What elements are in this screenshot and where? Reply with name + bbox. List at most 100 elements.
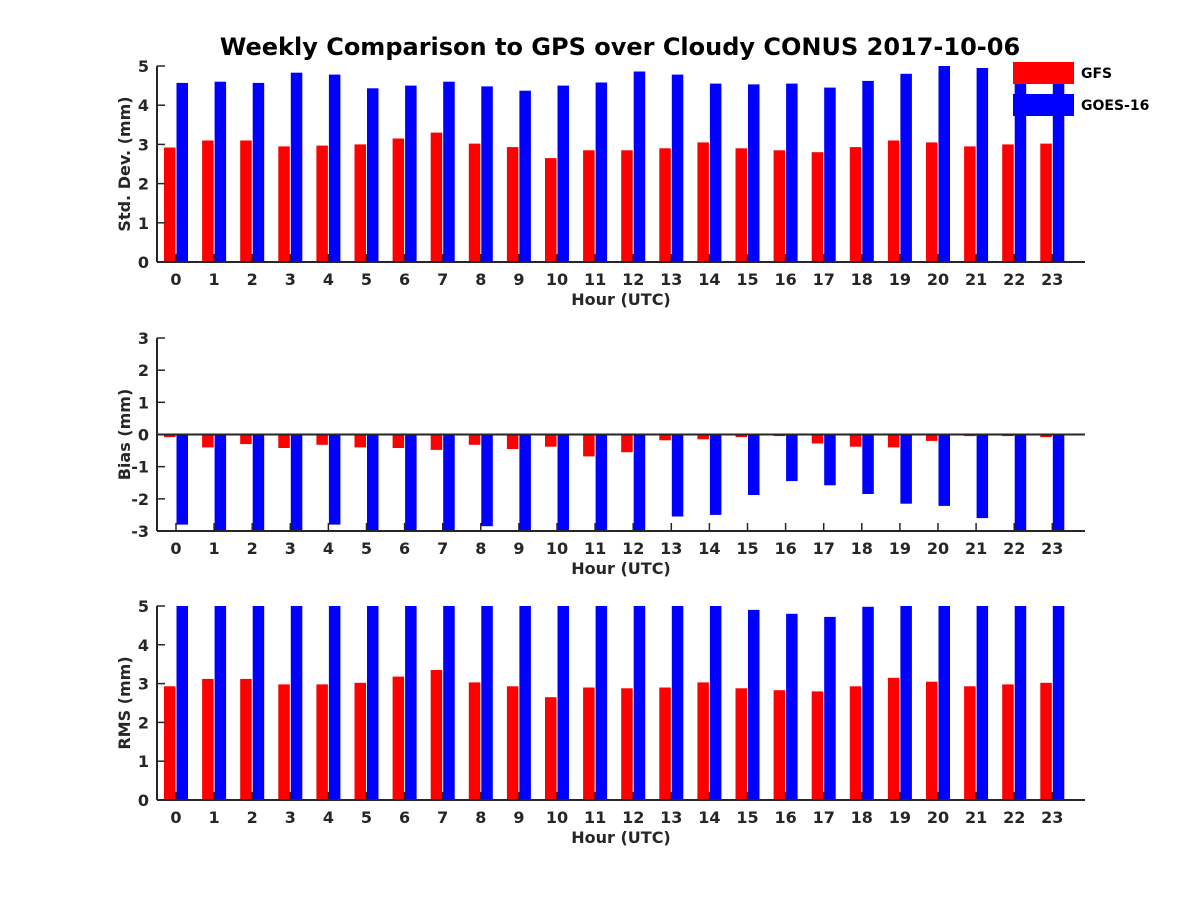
x-tick-label: 9 [513, 539, 524, 558]
bar-gfs-21 [964, 146, 976, 262]
bar-goes-16-13 [671, 606, 684, 800]
chart-title: Weekly Comparison to GPS over Cloudy CON… [220, 33, 1020, 61]
x-tick-label: 2 [247, 808, 258, 827]
bar-goes-16-7 [443, 81, 455, 262]
x-tick-label: 13 [660, 539, 682, 558]
x-tick-label: 1 [209, 270, 220, 289]
x-tick-label: 23 [1041, 270, 1063, 289]
x-tick-label: 8 [475, 808, 486, 827]
bar-goes-16-19 [900, 606, 912, 800]
bar-gfs-7 [430, 434, 443, 450]
x-tick-label: 15 [736, 270, 758, 289]
bar-goes-16-1 [214, 606, 227, 800]
x-tick-label: 9 [513, 808, 524, 827]
bar-gfs-13 [659, 434, 671, 441]
bar-goes-16-5 [367, 606, 379, 800]
y-tick-label: 0 [138, 791, 149, 810]
bar-gfs-11 [583, 150, 595, 262]
bar-gfs-19 [887, 677, 900, 800]
x-tick-label: 10 [546, 270, 568, 289]
x-tick-label: 5 [361, 270, 372, 289]
bar-gfs-1 [202, 140, 214, 262]
bar-gfs-11 [583, 434, 595, 457]
bar-gfs-3 [278, 434, 290, 448]
bar-gfs-18 [849, 434, 862, 447]
bar-gfs-2 [240, 678, 252, 800]
bar-gfs-9 [506, 686, 519, 800]
x-tick-label: 13 [660, 270, 682, 289]
bar-gfs-14 [697, 142, 709, 262]
y-tick-label: 4 [138, 636, 149, 655]
x-tick-label: 11 [584, 808, 606, 827]
x-tick-label: 15 [736, 539, 758, 558]
bar-goes-16-1 [214, 434, 227, 531]
x-tick-label: 22 [1003, 270, 1025, 289]
x-tick-label: 14 [698, 270, 720, 289]
x-tick-label: 3 [285, 808, 296, 827]
bar-gfs-8 [468, 434, 481, 445]
bar-goes-16-6 [405, 434, 417, 531]
bar-goes-16-5 [367, 434, 379, 531]
legend-label-gfs: GFS [1081, 66, 1112, 82]
x-tick-label: 14 [698, 539, 720, 558]
x-tick-label: 10 [546, 539, 568, 558]
bar-goes-16-19 [900, 73, 912, 262]
y-tick-label: -2 [131, 490, 149, 509]
x-tick-label: 7 [437, 808, 448, 827]
bar-goes-16-18 [862, 606, 874, 800]
x-tick-label: 7 [437, 539, 448, 558]
bar-goes-16-14 [709, 83, 722, 262]
bar-goes-16-7 [443, 434, 455, 531]
x-tick-label: 6 [399, 270, 410, 289]
x-tick-label: 2 [247, 539, 258, 558]
legend-swatch-goes-16 [1013, 94, 1074, 116]
bar-gfs-10 [545, 158, 557, 262]
x-tick-label: 17 [813, 539, 835, 558]
y-tick-label: 5 [138, 57, 149, 76]
bar-gfs-6 [392, 138, 405, 262]
bar-goes-16-8 [481, 434, 493, 527]
y-tick-label: 1 [138, 393, 149, 412]
x-tick-label: 10 [546, 808, 568, 827]
bar-goes-16-8 [481, 86, 493, 263]
bar-gfs-19 [887, 140, 900, 262]
y-tick-label: 2 [138, 713, 149, 732]
bar-goes-16-4 [328, 74, 341, 262]
bar-goes-16-18 [862, 434, 874, 494]
x-tick-label: 13 [660, 808, 682, 827]
bar-goes-16-21 [976, 434, 989, 519]
bar-goes-16-17 [824, 87, 836, 262]
bar-goes-16-20 [938, 434, 950, 506]
bar-goes-16-3 [290, 434, 303, 531]
x-tick-label: 4 [323, 808, 334, 827]
bar-goes-16-19 [900, 434, 912, 504]
x-tick-label: 8 [475, 539, 486, 558]
bar-goes-16-9 [519, 90, 531, 262]
x-tick-label: 23 [1041, 808, 1063, 827]
y-tick-label: 2 [138, 361, 149, 380]
x-tick-label: 12 [622, 270, 644, 289]
bar-gfs-15 [735, 434, 747, 438]
x-tick-label: 1 [209, 808, 220, 827]
bar-goes-16-22 [1014, 606, 1027, 800]
bar-gfs-16 [773, 690, 786, 800]
bar-gfs-0 [164, 434, 176, 438]
y-axis-label: Std. Dev. (mm) [115, 96, 134, 231]
bar-gfs-12 [621, 688, 633, 800]
y-tick-label: 0 [138, 253, 149, 272]
x-tick-label: 1 [209, 539, 220, 558]
bar-gfs-5 [354, 682, 366, 800]
x-tick-label: 15 [736, 808, 758, 827]
y-tick-label: -3 [131, 522, 149, 541]
x-tick-label: 19 [889, 270, 911, 289]
bar-goes-16-16 [786, 83, 798, 262]
bar-goes-16-5 [367, 88, 379, 262]
bar-goes-16-4 [328, 606, 341, 800]
x-tick-label: 12 [622, 539, 644, 558]
bar-gfs-20 [926, 142, 938, 262]
x-tick-label: 6 [399, 539, 410, 558]
bar-gfs-13 [659, 687, 671, 800]
bar-gfs-1 [202, 678, 214, 800]
